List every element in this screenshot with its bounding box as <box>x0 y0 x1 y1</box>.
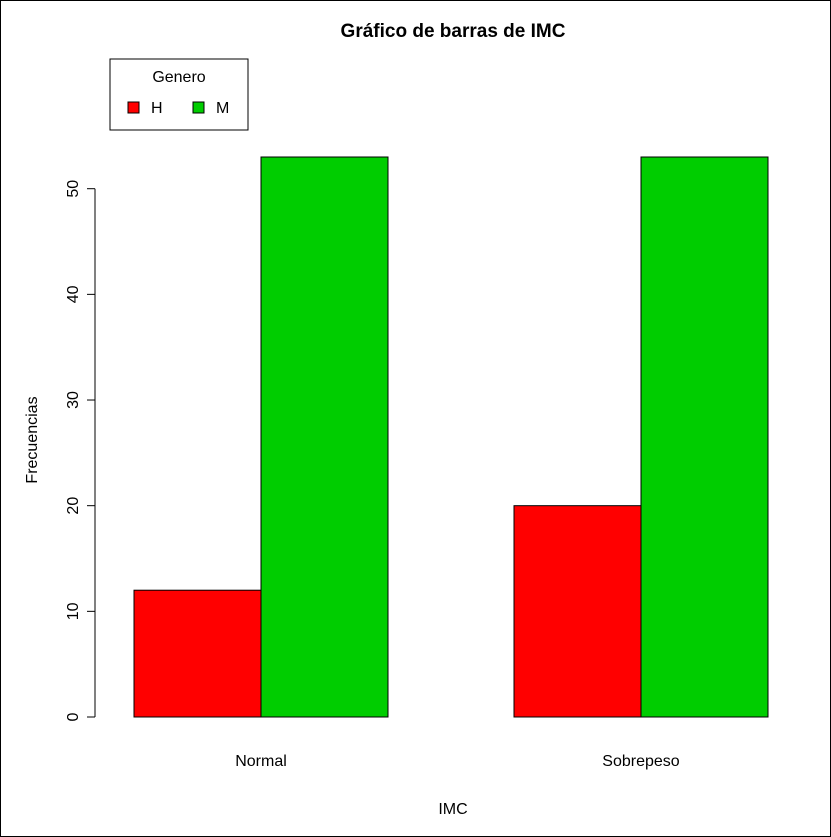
y-tick-label: 30 <box>65 391 82 409</box>
legend-swatch-m <box>192 101 205 114</box>
y-tick-label: 10 <box>65 602 82 620</box>
x-tick-label: Normal <box>235 753 287 770</box>
legend-label-h: H <box>151 100 163 117</box>
bars-group <box>133 156 769 718</box>
x-axis-labels: Normal Sobrepeso <box>235 753 680 770</box>
y-axis: 0 10 20 30 40 50 <box>65 180 96 721</box>
y-tick-label: 50 <box>65 180 82 198</box>
chart-title: Gráfico de barras de IMC <box>341 21 566 42</box>
bar-sobrepeso-m <box>640 156 769 718</box>
legend: Genero H M <box>109 58 249 131</box>
legend-label-m: M <box>216 100 229 117</box>
y-tick-label: 40 <box>65 285 82 303</box>
legend-title: Genero <box>152 69 205 86</box>
bar-sobrepeso-h <box>513 505 642 718</box>
legend-box <box>109 58 249 131</box>
y-axis-label: Frecuencias <box>24 396 41 483</box>
bar-normal-h <box>133 589 262 718</box>
bar-normal-m <box>260 156 389 718</box>
y-tick-label: 0 <box>65 712 82 721</box>
legend-swatch-h <box>127 101 140 114</box>
x-axis-label: IMC <box>438 801 467 818</box>
y-tick-label: 20 <box>65 497 82 515</box>
x-tick-label: Sobrepeso <box>602 753 679 770</box>
